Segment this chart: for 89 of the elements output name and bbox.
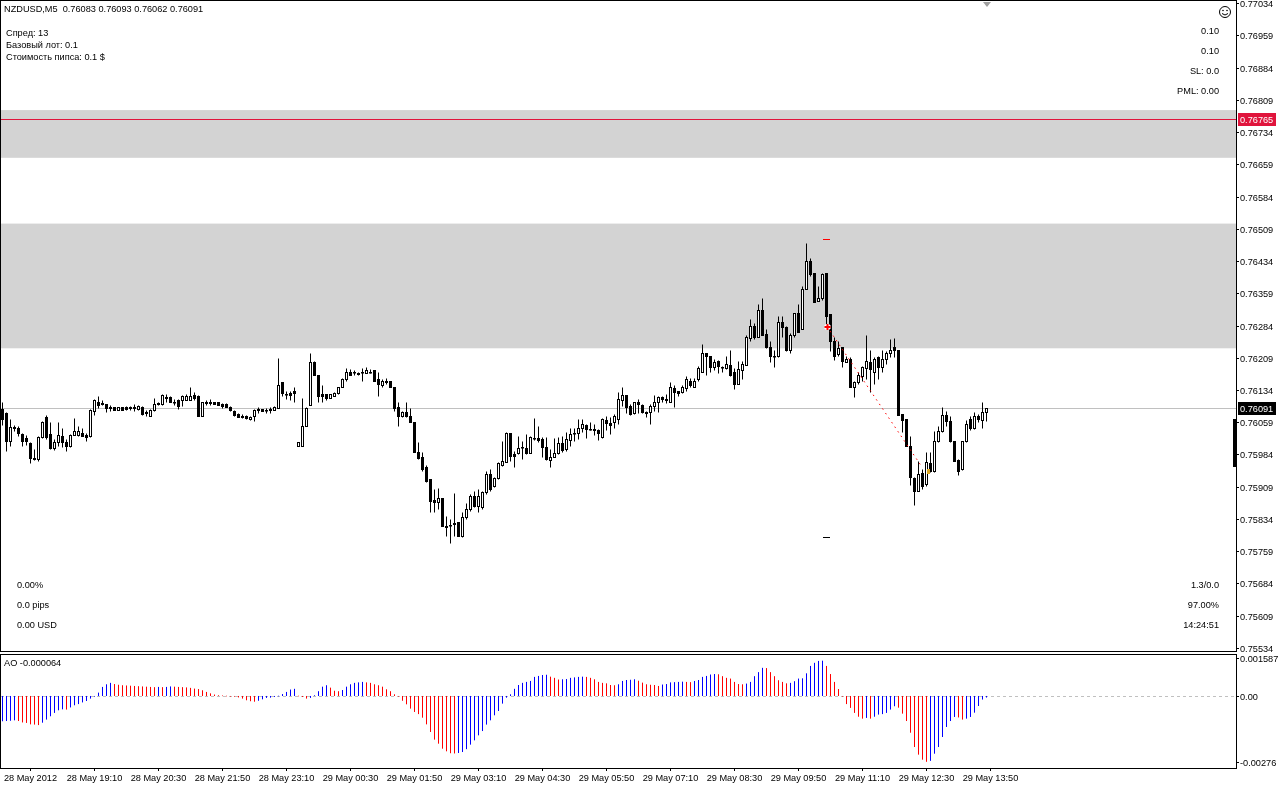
ref-line-label: 0.76091 <box>1240 403 1274 414</box>
candlestick <box>565 432 568 452</box>
candlestick <box>545 437 548 461</box>
y-tick-label: 0.76809 <box>1240 95 1274 106</box>
chart-title: AO -0.000064 <box>4 658 62 668</box>
candlestick <box>57 422 60 447</box>
candlestick <box>577 419 580 440</box>
y-tick-label: 0.75534 <box>1240 643 1274 654</box>
y-tick-label: 0.76659 <box>1240 159 1274 170</box>
y-tick-label: 0.001587 <box>1240 653 1279 664</box>
annotation: Спред: 13 <box>6 28 49 38</box>
y-tick-label: 0.75834 <box>1240 514 1274 525</box>
candlestick <box>377 372 380 397</box>
x-tick-label: 28 May 23:10 <box>258 773 315 783</box>
candlestick <box>461 512 464 538</box>
x-tick-label: 28 May 19:10 <box>66 773 123 783</box>
candlestick <box>917 461 920 492</box>
ref-line-label: 0.76765 <box>1240 114 1274 125</box>
y-tick-label: 0.76509 <box>1240 224 1274 235</box>
x-tick-label: 29 May 13:50 <box>962 773 1019 783</box>
y-tick-label: 0.77034 <box>1240 0 1274 9</box>
annotation: 0.00% <box>17 580 44 590</box>
candlestick <box>733 368 736 390</box>
candlestick <box>617 392 620 425</box>
annotation: PML: 0.00 <box>1177 86 1219 96</box>
annotation: 14:24:51 <box>1183 620 1219 630</box>
candlestick <box>489 469 492 492</box>
x-tick-label: 29 May 03:10 <box>450 773 507 783</box>
y-tick-label: 0.76884 <box>1240 63 1274 74</box>
annotation: 0.10 <box>1201 46 1219 56</box>
y-tick-label: 0.76284 <box>1240 321 1274 332</box>
annotation: 97.00% <box>1187 600 1219 610</box>
candlestick <box>477 489 480 513</box>
candlestick <box>913 477 916 506</box>
y-tick-label: 0.75609 <box>1240 611 1274 622</box>
candlestick <box>669 382 672 403</box>
annotation: 0.0 pips <box>17 600 50 610</box>
candlestick <box>649 404 652 425</box>
y-tick-label: 0.76584 <box>1240 192 1274 203</box>
x-tick-label: 29 May 05:50 <box>578 773 635 783</box>
candlestick <box>509 433 512 462</box>
x-tick-label: 28 May 2012 <box>3 773 58 783</box>
candlestick <box>873 357 876 385</box>
candlestick <box>881 350 884 373</box>
candlestick <box>673 385 676 408</box>
x-tick-label: 29 May 12:30 <box>898 773 955 783</box>
y-tick-label: 0.76434 <box>1240 256 1274 267</box>
y-tick-label: 0.76359 <box>1240 288 1274 299</box>
candlestick <box>277 358 280 409</box>
candlestick <box>553 438 556 458</box>
annotation: 0.00 USD <box>17 620 58 630</box>
y-tick-label: 0.76134 <box>1240 385 1274 396</box>
y-tick-label: 0.75909 <box>1240 482 1274 493</box>
annotation: 1.3/0.0 <box>1190 580 1219 590</box>
candlestick <box>61 428 64 448</box>
candlestick <box>705 353 708 376</box>
x-tick-label: 29 May 01:50 <box>386 773 443 783</box>
y-tick-label: 0.76059 <box>1240 417 1274 428</box>
candlestick <box>865 335 868 380</box>
x-tick-label: 29 May 07:10 <box>642 773 699 783</box>
y-tick-label: 0.76209 <box>1240 353 1274 364</box>
chart-title: NZDUSD,M5 0.76083 0.76093 0.76062 0.76091 <box>4 4 204 14</box>
x-tick-label: 29 May 00:30 <box>322 773 379 783</box>
x-tick-label: 29 May 04:30 <box>514 773 571 783</box>
y-tick-label: 0.76959 <box>1240 30 1274 41</box>
y-tick-label: -0.00276 <box>1240 757 1277 768</box>
x-tick-label: 28 May 21:50 <box>194 773 251 783</box>
y-tick-label: 0.75759 <box>1240 546 1274 557</box>
x-tick-label: 28 May 20:30 <box>130 773 187 783</box>
candlestick <box>453 493 456 537</box>
x-tick-label: 29 May 09:50 <box>770 773 827 783</box>
y-tick-label: 0.00 <box>1240 691 1258 702</box>
x-tick-label: 29 May 08:30 <box>706 773 763 783</box>
annotation: Стоимость пипса: 0.1 $ <box>6 52 105 62</box>
candlestick <box>737 361 740 385</box>
y-tick-label: 0.75684 <box>1240 578 1274 589</box>
candlestick <box>869 350 872 393</box>
candlestick <box>449 519 452 544</box>
candlestick <box>525 434 528 455</box>
annotation: SL: 0.0 <box>1189 66 1219 76</box>
candlestick <box>785 326 788 352</box>
annotation: 0.10 <box>1201 26 1219 36</box>
y-tick-label: 0.75984 <box>1240 449 1274 460</box>
candlestick <box>981 402 984 429</box>
x-tick-label: 29 May 11:10 <box>835 773 890 783</box>
y-tick-label: 0.76734 <box>1240 127 1274 138</box>
annotation: Базовый лот: 0.1 <box>6 40 78 50</box>
candlestick <box>541 437 544 458</box>
candlestick <box>301 398 304 447</box>
